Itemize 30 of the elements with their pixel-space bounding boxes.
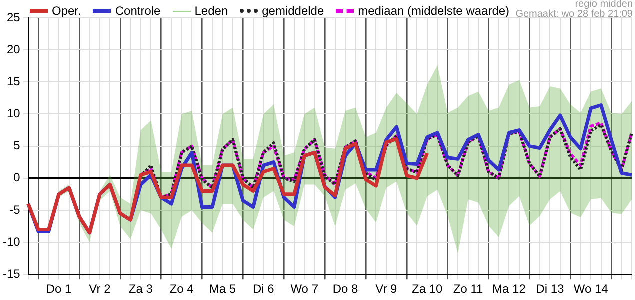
x-tick-label: Ma 5: [209, 282, 236, 296]
y-tick-label: -5: [10, 202, 21, 217]
x-tick-label: Zo 4: [170, 282, 194, 296]
y-tick-label: 5: [14, 138, 21, 153]
x-tick-label: Za 3: [128, 282, 154, 296]
text: regio midden: [574, 0, 633, 10]
x-tick-label: Zo 11: [453, 282, 484, 296]
legend-label: mediaan (middelste waarde): [358, 4, 510, 18]
x-tick-label: Di 6: [252, 282, 275, 296]
x-tick-label: Do 1: [46, 282, 72, 296]
x-tick-label: Wo 7: [290, 282, 319, 296]
legend-label: gemiddelde: [262, 4, 324, 18]
y-tick-label: -15: [3, 266, 21, 281]
legend-label: Leden: [194, 4, 228, 18]
x-tick-label: Wo 14: [574, 282, 609, 296]
y-tick-label: -10: [3, 234, 21, 249]
x-tick-label: Do 8: [332, 282, 359, 296]
y-tick-label: 0: [14, 170, 21, 185]
annotation: Gemaakt: wo 28 feb 21:09: [516, 9, 633, 20]
legend-label: Oper.: [52, 4, 82, 18]
y-tick-label: 15: [6, 74, 21, 88]
legend-label: Controle: [115, 4, 161, 18]
y-tick-label: 10: [6, 106, 21, 121]
x-tick-label: Ma 12: [492, 282, 526, 296]
x-tick-label: Za 10: [412, 282, 444, 296]
y-tick-label: 25: [6, 10, 21, 24]
y-tick-label: 20: [6, 42, 21, 56]
x-tick-label: Di 13: [536, 282, 564, 296]
x-tick-label: Vr 9: [376, 282, 398, 296]
x-tick-label: Vr 2: [89, 282, 112, 296]
